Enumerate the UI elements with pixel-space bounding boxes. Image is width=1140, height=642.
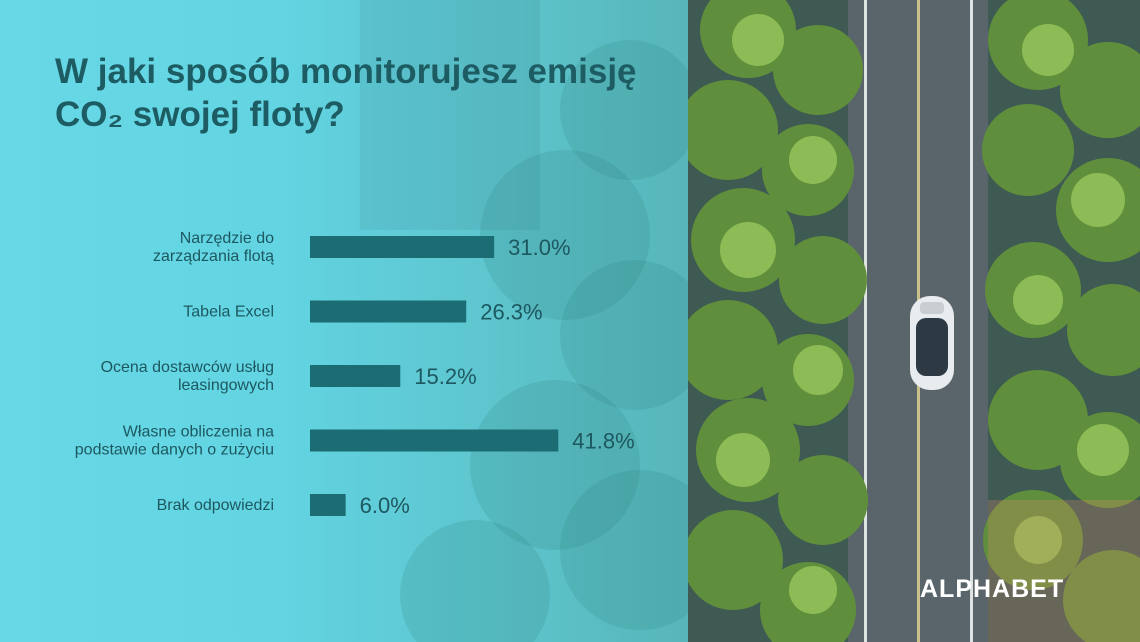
- value-label-4: 6.0%: [360, 493, 410, 518]
- category-label-4-0: Brak odpowiedzi: [157, 497, 274, 514]
- bar-1: [310, 300, 467, 323]
- background-tree: [560, 260, 688, 410]
- road-image: [688, 0, 1140, 642]
- background-tree: [470, 380, 640, 550]
- bar-2: [310, 365, 401, 387]
- chart-title: W jaki sposób monitorujesz emisję CO₂ sw…: [55, 52, 637, 134]
- category-label-2-0: Ocena dostawców usług: [101, 359, 274, 376]
- chart-panel: [0, 0, 688, 642]
- background-tree: [560, 40, 688, 180]
- category-label-3-1: podstawie danych o zużyciu: [75, 442, 274, 459]
- background-tree: [480, 150, 650, 320]
- background-tree: [560, 470, 688, 630]
- brand-logo: ALPHABET: [920, 575, 1065, 603]
- aerial-road-photo: [688, 0, 1140, 642]
- value-label-1: 26.3%: [480, 300, 542, 325]
- category-label-2-1: leasingowych: [178, 377, 274, 394]
- car-icon: [910, 296, 954, 390]
- value-label-2: 15.2%: [414, 364, 476, 389]
- value-label-0: 31.0%: [508, 235, 570, 260]
- category-label-1-0: Tabela Excel: [183, 304, 274, 321]
- bar-0: [310, 236, 495, 258]
- category-label-3-0: Własne obliczenia na: [123, 424, 274, 441]
- value-label-3: 41.8%: [572, 429, 634, 454]
- bar-3: [310, 429, 559, 452]
- background-building: [360, 0, 540, 230]
- category-label-0-1: zarządzania flotą: [153, 248, 274, 265]
- category-label-0-0: Narzędzie do: [180, 230, 274, 247]
- bar-4: [310, 494, 346, 516]
- background-tree: [400, 520, 550, 642]
